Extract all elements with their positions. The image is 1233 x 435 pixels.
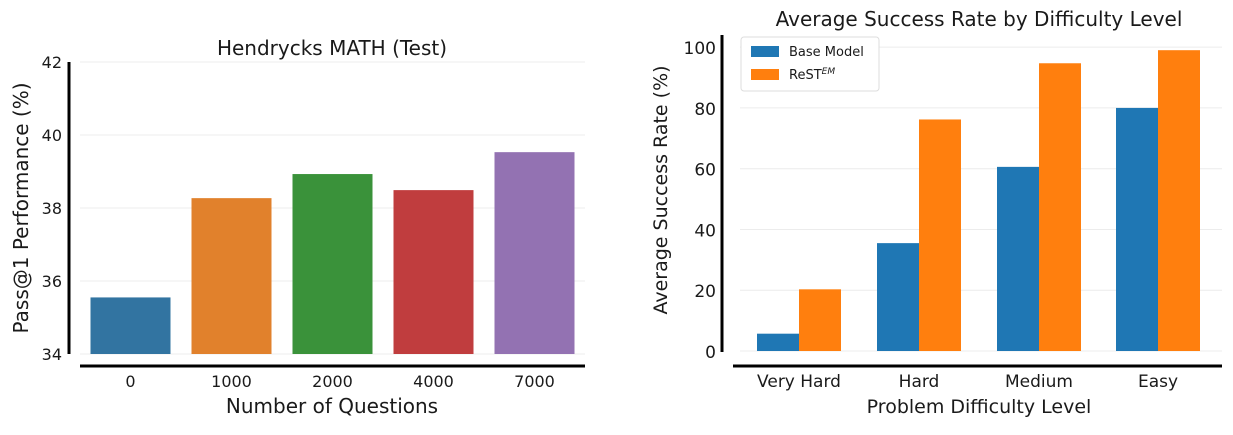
y-tick-label: 42 <box>42 53 62 72</box>
x-tick-label: 7000 <box>514 372 555 391</box>
bar-4000 <box>393 190 474 354</box>
legend-label-base-model: Base Model <box>789 45 864 60</box>
bar-2000 <box>292 174 373 354</box>
legend-label-rest-em-base: ReST <box>789 68 822 83</box>
y-tick-label: 0 <box>705 343 716 363</box>
x-tick-label: Hard <box>899 372 940 392</box>
legend: Base Model ReSTEM <box>740 36 880 92</box>
chart-title: Hendrycks MATH (Test) <box>217 36 447 60</box>
bar-base-model-very-hard <box>757 333 799 351</box>
x-axis-label: Problem Difficulty Level <box>867 396 1092 418</box>
bar-rest-em-hard <box>919 119 961 351</box>
bar-rest-em-easy <box>1158 50 1200 351</box>
x-axis-label: Number of Questions <box>226 394 438 418</box>
bar-7000 <box>494 152 575 354</box>
y-axis-label: Pass@1 Performance (%) <box>9 82 33 333</box>
x-tick-label: 4000 <box>413 372 454 391</box>
x-tick-label: 0 <box>125 372 135 391</box>
bar-rest-em-medium <box>1039 63 1081 351</box>
bar-base-model-medium <box>997 166 1039 351</box>
y-tick-label: 80 <box>694 100 716 120</box>
x-tick-label: 1000 <box>211 372 252 391</box>
legend-swatch-base-model <box>751 46 779 57</box>
y-tick-label: 36 <box>42 272 62 291</box>
legend-label-rest-em: ReSTEM <box>789 67 835 83</box>
y-tick-label: 40 <box>42 126 62 145</box>
y-tick-label: 34 <box>42 345 62 364</box>
x-tick-label: Very Hard <box>757 372 841 392</box>
legend-label-rest-em-sup: EM <box>822 67 836 77</box>
y-tick-label: 100 <box>684 39 716 59</box>
x-tick-label: Easy <box>1138 372 1178 392</box>
bar-0 <box>90 297 171 354</box>
chart-success-by-difficulty: 0 20 40 60 80 100 Very Hard Hard Medium Easy Ave… <box>650 7 1222 418</box>
bar-rest-em-very-hard <box>799 289 841 351</box>
y-tick-label: 38 <box>42 199 62 218</box>
y-tick-label: 20 <box>694 282 716 302</box>
chart-math-test: 34 36 38 40 42 0 1000 2000 4000 7000 Hendrycks M… <box>9 36 585 418</box>
bar-1000 <box>191 198 272 354</box>
x-tick-label: Medium <box>1005 372 1073 392</box>
x-tick-label: 2000 <box>312 372 353 391</box>
y-axis-label: Average Success Rate (%) <box>650 65 672 314</box>
bar-base-model-hard <box>877 243 919 351</box>
bar-base-model-easy <box>1116 107 1158 351</box>
chart-title: Average Success Rate by Difficulty Level <box>776 7 1183 31</box>
y-tick-label: 60 <box>694 161 716 181</box>
y-tick-label: 40 <box>694 221 716 241</box>
legend-swatch-rest-em <box>751 69 779 80</box>
